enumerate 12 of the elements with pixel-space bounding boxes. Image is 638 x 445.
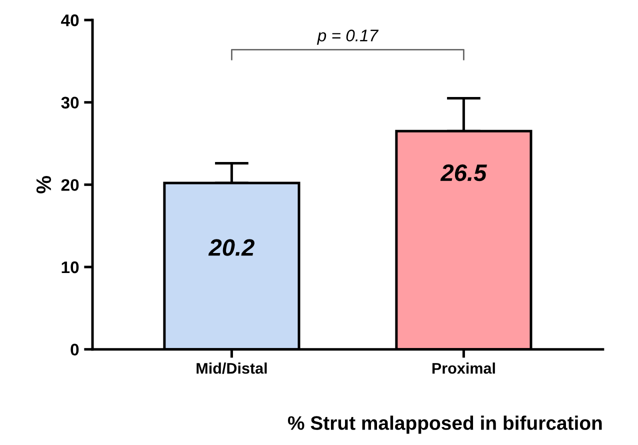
y-tick-label: 0 [70, 344, 79, 356]
data-label: 26.5 [440, 164, 487, 182]
y-axis-title: % [36, 176, 52, 194]
y-tick-label: 20 [61, 179, 79, 191]
x-axis-title: % Strut malapposed in bifurcation [288, 416, 602, 434]
annotation: p = 0.17 [316, 30, 379, 45]
x-tick-label: Mid/Distal [196, 362, 267, 374]
x-tick-label: Proximal [432, 362, 495, 374]
y-tick-label: 40 [61, 14, 79, 26]
data-label: 20.2 [208, 239, 254, 256]
y-tick-label: 10 [62, 261, 79, 274]
y-tick-label: 30 [61, 96, 79, 109]
